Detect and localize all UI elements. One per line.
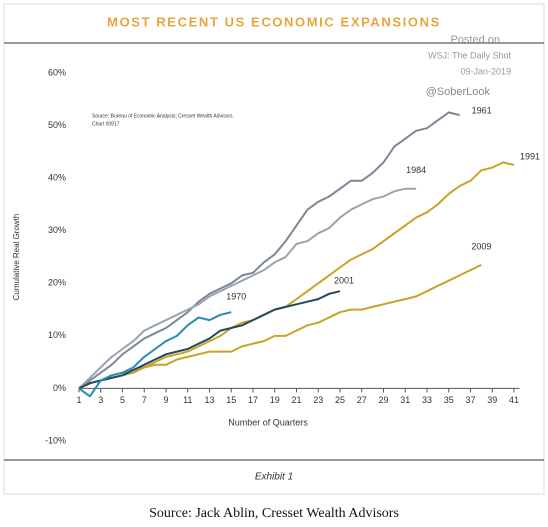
- y-tick-label: 60%: [48, 67, 66, 77]
- x-tick-label: 11: [183, 395, 192, 405]
- annotation: 09-Jan-2019: [460, 66, 511, 76]
- series-line: [78, 161, 515, 390]
- x-tick-label: 31: [400, 395, 410, 405]
- series-line: [78, 290, 341, 390]
- series-label: 1970: [226, 292, 246, 302]
- frame: [3, 3, 545, 495]
- series-line: [78, 311, 232, 398]
- series-line: [78, 263, 482, 390]
- x-tick-label: 25: [335, 395, 345, 405]
- annotation: Posted on: [450, 34, 500, 46]
- caption: Source: Jack Ablin, Cresset Wealth Advis…: [149, 506, 399, 521]
- series-label: 1984: [406, 165, 426, 175]
- x-tick-label: 39: [487, 395, 497, 405]
- x-tick-label: 7: [142, 395, 147, 405]
- y-tick-label: 30%: [48, 225, 66, 235]
- x-tick-label: 41: [509, 395, 519, 405]
- series-label: 2009: [471, 241, 491, 251]
- x-tick-label: 9: [163, 395, 168, 405]
- footer: Exhibit 1: [255, 472, 293, 483]
- x-tick-label: 19: [270, 395, 280, 405]
- y-tick-label: 50%: [48, 120, 66, 130]
- x-tick-label: 1: [76, 395, 81, 405]
- x-axis-title: Number of Quarters: [228, 417, 308, 427]
- annotation: WSJ: The Daily Shot: [428, 50, 511, 60]
- source-note: Source: Bureau of Economic Analysis; Cre…: [92, 113, 234, 119]
- chart-title: MOST RECENT US ECONOMIC EXPANSIONS: [107, 14, 441, 29]
- source-note: Chart #0917: [92, 121, 120, 127]
- y-tick-label: 10%: [48, 330, 66, 340]
- x-tick-label: 3: [98, 395, 103, 405]
- x-tick-label: 29: [378, 395, 388, 405]
- y-tick-label: -10%: [45, 435, 66, 445]
- y-tick-label: 40%: [48, 173, 66, 183]
- y-tick-label: 0%: [53, 383, 66, 393]
- series-label: 1961: [472, 105, 492, 115]
- series-line: [78, 111, 460, 390]
- series-label: 2001: [334, 276, 354, 286]
- x-tick-label: 27: [357, 395, 367, 405]
- x-tick-label: 17: [248, 395, 258, 405]
- x-tick-label: 33: [422, 395, 432, 405]
- y-tick-label: 20%: [48, 278, 66, 288]
- x-tick-label: 15: [226, 395, 236, 405]
- x-tick-label: 21: [291, 395, 301, 405]
- x-tick-label: 23: [313, 395, 323, 405]
- x-tick-label: 37: [465, 395, 475, 405]
- series-label: 1991: [520, 151, 540, 161]
- x-tick-label: 35: [444, 395, 454, 405]
- series-line: [78, 187, 417, 390]
- annotation: @SoberLook: [426, 86, 491, 98]
- x-tick-label: 5: [120, 395, 125, 405]
- x-tick-label: 13: [204, 395, 214, 405]
- y-axis-title: Cumulative Real Growth: [12, 214, 21, 301]
